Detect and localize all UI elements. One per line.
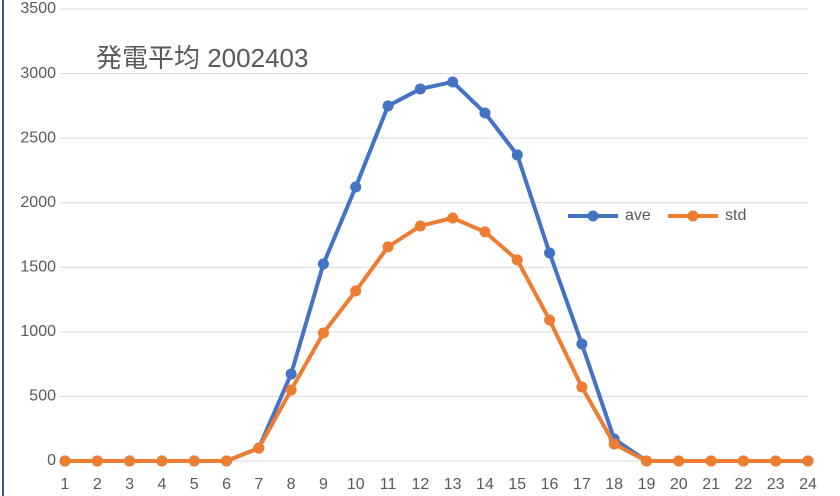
x-tick-label: 22 [734, 476, 752, 493]
point [479, 226, 491, 238]
point [59, 455, 71, 467]
point [350, 181, 362, 193]
x-tick-label: 23 [767, 476, 785, 493]
x-tick-label: 10 [347, 476, 365, 493]
point [770, 455, 782, 467]
x-tick-label: 19 [638, 476, 656, 493]
point [640, 455, 652, 467]
x-tick-label: 11 [380, 476, 397, 493]
point [511, 149, 523, 161]
point [156, 455, 168, 467]
x-tick-label: 14 [476, 476, 494, 493]
x-tick-label: 18 [605, 476, 623, 493]
legend-marker [587, 210, 599, 222]
x-tick-label: 21 [702, 476, 720, 493]
x-tick-label: 24 [799, 476, 817, 493]
y-tick-label: 1500 [20, 259, 56, 276]
point [447, 76, 459, 88]
point [253, 442, 265, 454]
point [285, 384, 297, 396]
y-tick-label: 1000 [20, 323, 56, 340]
point [221, 455, 233, 467]
point [382, 241, 394, 253]
x-tick-label: 17 [573, 476, 591, 493]
series-line [65, 79, 808, 463]
point [124, 455, 136, 467]
x-tick-label: 20 [670, 476, 688, 493]
point [414, 220, 426, 232]
point [414, 83, 426, 95]
x-tick-label: 16 [541, 476, 559, 493]
point [705, 455, 717, 467]
legend-label: std [725, 207, 746, 224]
y-tick-label: 500 [29, 388, 56, 405]
x-tick-label: 3 [125, 476, 134, 493]
point [511, 254, 523, 266]
point [447, 212, 459, 224]
legend-marker [687, 210, 699, 222]
y-tick-label: 3500 [20, 0, 56, 17]
point [317, 327, 329, 339]
x-tick-label: 2 [93, 476, 102, 493]
x-tick-label: 13 [444, 476, 462, 493]
x-tick-label: 4 [157, 476, 166, 493]
point [382, 100, 394, 112]
point [188, 455, 200, 467]
x-tick-label: 15 [508, 476, 526, 493]
point [737, 455, 749, 467]
legend-label: ave [625, 207, 651, 224]
point [544, 314, 556, 326]
point [544, 247, 556, 259]
point [576, 381, 588, 393]
x-tick-label: 1 [61, 476, 70, 493]
point [285, 368, 297, 380]
point [576, 338, 588, 350]
chart-title: 発電平均 2002403 [96, 43, 308, 73]
x-tick-label: 12 [411, 476, 429, 493]
point [673, 455, 685, 467]
point [91, 455, 103, 467]
y-tick-label: 0 [47, 452, 56, 469]
y-tick-label: 2000 [20, 194, 56, 211]
point [608, 438, 620, 450]
y-tick-label: 2500 [20, 129, 56, 146]
x-tick-label: 9 [319, 476, 328, 493]
point [350, 285, 362, 297]
x-tick-label: 8 [287, 476, 296, 493]
x-tick-label: 7 [254, 476, 263, 493]
series-line [65, 215, 808, 463]
point [317, 258, 329, 270]
point [802, 455, 814, 467]
x-tick-label: 6 [222, 476, 231, 493]
point [479, 107, 491, 119]
x-tick-label: 5 [190, 476, 199, 493]
y-tick-label: 3000 [20, 65, 56, 82]
